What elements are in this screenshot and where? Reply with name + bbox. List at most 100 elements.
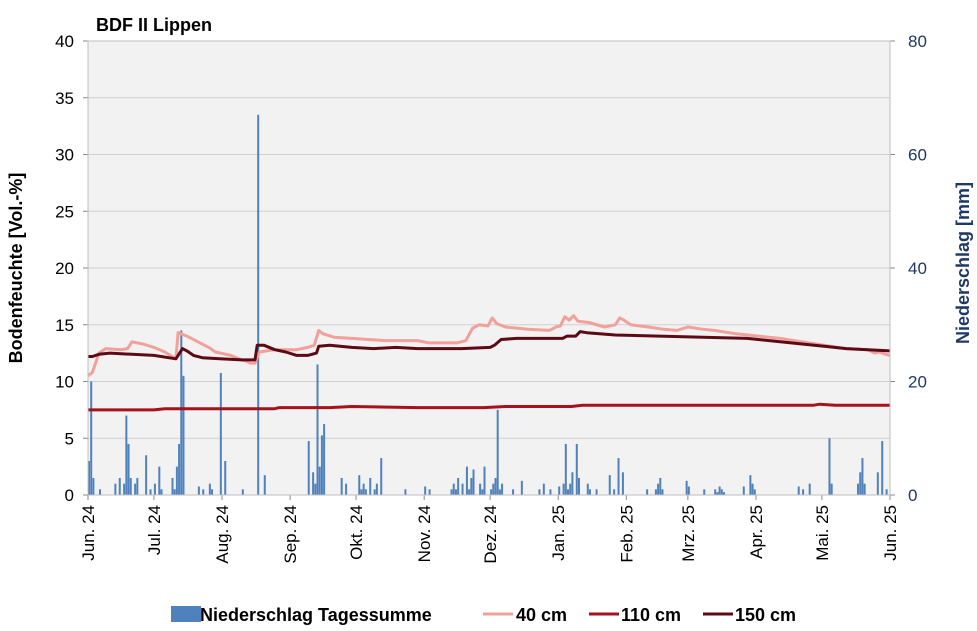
month-tick-label: Jun. 25 (881, 505, 900, 561)
precipitation-bar (751, 483, 754, 495)
precipitation-bar (595, 489, 598, 495)
precipitation-bar (567, 489, 570, 495)
precipitation-bar (160, 489, 163, 495)
moisture-lines (87, 314, 891, 412)
precipitation-bar (577, 477, 580, 495)
precipitation-bar (861, 458, 864, 495)
precipitation-bar (92, 477, 95, 495)
month-tick-label: Sep. 24 (281, 505, 300, 564)
precipitation-bar (88, 460, 90, 495)
precipitation-bar (569, 483, 572, 495)
precipitation-bar (380, 458, 383, 495)
precipitation-bar (316, 364, 319, 495)
left-axis-ticks: 0 5 10 15 20 25 30 35 40 (55, 32, 88, 505)
right-tick-label: 80 (908, 32, 927, 51)
precipitation-bar (424, 486, 427, 495)
precipitation-bar (158, 466, 161, 495)
precipitation-bar (808, 483, 811, 495)
precipitation-bar (428, 489, 431, 495)
precipitation-bar (465, 466, 468, 495)
left-tick-label: 35 (55, 89, 74, 108)
left-tick-label: 15 (55, 316, 74, 335)
precipitation-bar (492, 483, 495, 495)
precipitation-bar (129, 477, 132, 495)
precipitation-bar (123, 483, 126, 495)
precipitation-bar (171, 477, 174, 495)
precipitation-bar (562, 483, 565, 495)
precipitation-bar (659, 477, 662, 495)
month-tick-label: Jan. 25 (549, 505, 568, 561)
right-tick-label: 60 (908, 146, 927, 165)
right-tick-label: 40 (908, 259, 927, 278)
precipitation-bar (479, 483, 482, 495)
precipitation-bar (312, 472, 315, 495)
precipitation-bar (257, 114, 260, 496)
precipitation-bar (468, 489, 471, 495)
left-tick-label: 20 (55, 259, 74, 278)
precipitation-bar (145, 455, 148, 495)
legend-swatch-precipitation (171, 606, 201, 622)
precipitation-bar (863, 483, 866, 495)
precipitation-bar (358, 475, 361, 495)
precipitation-bar (558, 486, 561, 495)
left-tick-label: 30 (55, 146, 74, 165)
right-tick-label: 20 (908, 373, 927, 392)
precipitation-bar (114, 483, 117, 495)
precipitation-bar (621, 472, 624, 495)
precipitation-bar (373, 489, 376, 495)
precipitation-bar (498, 489, 501, 495)
precipitation-bars (88, 114, 888, 496)
precipitation-bar (127, 443, 130, 495)
right-tick-label: 0 (908, 486, 917, 505)
month-tick-label: Aug. 24 (213, 505, 232, 564)
precipitation-bar (753, 489, 756, 495)
precipitation-bar (716, 492, 719, 495)
legend-label-40cm: 40 cm (516, 605, 567, 625)
precipitation-bar (749, 475, 752, 495)
precipitation-bar (340, 477, 343, 495)
precipitation-bar (211, 489, 214, 495)
plot-frame (87, 40, 891, 496)
precipitation-bar (90, 381, 93, 495)
month-tick-label: Mrz. 25 (679, 505, 698, 562)
right-axis-ticks: 0 20 40 60 80 (890, 32, 927, 505)
precipitation-bar (182, 375, 185, 495)
month-axis-ticks: Jun. 24 Jul. 24 Aug. 24 Sep. 24 Okt. 24 Nov. … (79, 495, 900, 564)
precipitation-bar (180, 330, 183, 495)
precipitation-bar (450, 489, 453, 495)
precipitation-bar (687, 486, 690, 495)
precipitation-bar (320, 435, 323, 495)
precipitation-bar (360, 489, 363, 495)
precipitation-bar (153, 483, 156, 495)
precipitation-bar (881, 441, 884, 495)
precipitation-bar (575, 443, 578, 495)
precipitation-bar (703, 489, 706, 495)
precipitation-bar (571, 472, 574, 495)
month-tick-label: Nov. 24 (415, 505, 434, 562)
precipitation-bar (542, 483, 545, 495)
precipitation-bar (208, 483, 211, 495)
precipitation-bar (876, 472, 879, 495)
left-tick-label: 25 (55, 202, 74, 221)
precipitation-bar (323, 424, 326, 495)
legend: Niederschlag Tagessumme 40 cm 110 cm 150… (171, 605, 796, 625)
moisture-line-40cm (87, 314, 891, 377)
precipitation-bar (364, 489, 367, 495)
precipitation-bar (859, 472, 862, 495)
precipitation-bar (564, 443, 567, 495)
precipitation-bar (885, 489, 888, 495)
precipitation-bar (472, 469, 475, 495)
month-tick-label: Jul. 24 (145, 505, 164, 555)
precipitation-bar (173, 489, 176, 495)
chart-title: BDF II Lippen (96, 15, 212, 35)
left-tick-label: 0 (65, 486, 74, 505)
precipitation-bar (685, 480, 688, 495)
left-axis-title: Bodenfeuchte [Vol.-%] (6, 173, 26, 364)
precipitation-bar (134, 483, 137, 495)
left-tick-label: 5 (65, 429, 74, 448)
precipitation-bar (452, 483, 455, 495)
precipitation-bar (661, 489, 664, 495)
month-tick-label: Dez. 24 (481, 505, 500, 564)
left-tick-label: 40 (55, 32, 74, 51)
